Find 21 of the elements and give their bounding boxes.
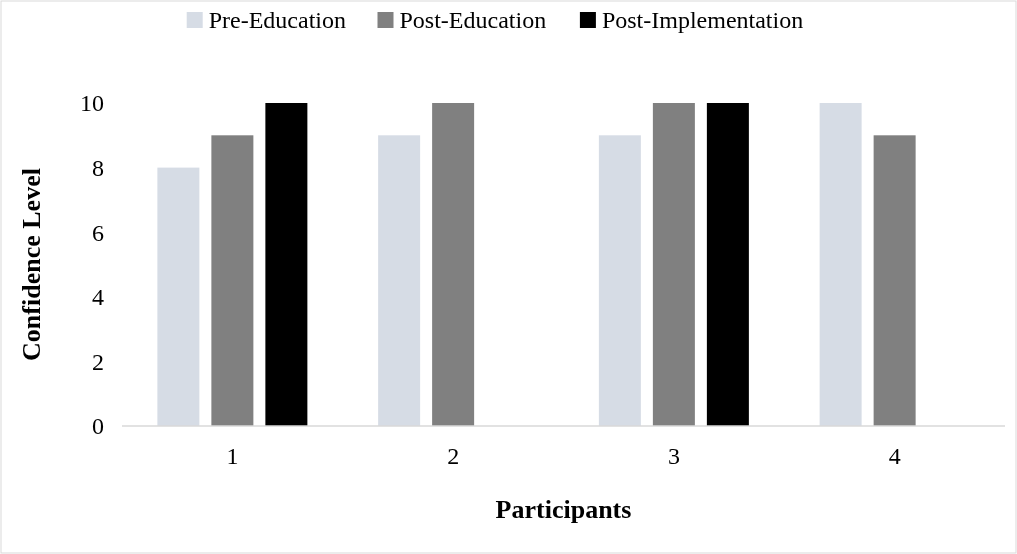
bar xyxy=(706,103,749,426)
legend-label: Pre-Education xyxy=(208,7,346,34)
y-tick-label: 2 xyxy=(92,348,104,375)
x-axis-title: Participants xyxy=(495,495,632,524)
bar xyxy=(211,135,254,426)
y-tick-label: 0 xyxy=(92,413,104,440)
y-axis-title: Confidence Level xyxy=(17,168,46,361)
y-tick-label: 10 xyxy=(80,90,104,117)
x-tick-label: 1 xyxy=(226,443,239,469)
x-tick-label: 4 xyxy=(888,443,901,469)
legend-label: Post-Implementation xyxy=(601,7,804,34)
bar xyxy=(873,135,916,426)
legend-label: Post-Education xyxy=(399,7,547,34)
bar xyxy=(265,103,308,426)
y-tick-label: 4 xyxy=(92,284,104,311)
x-tick-label: 3 xyxy=(667,443,680,469)
y-tick-label: 8 xyxy=(92,155,104,181)
x-tick-label: 2 xyxy=(447,443,460,469)
bar xyxy=(652,103,695,426)
y-tick-label: 6 xyxy=(92,219,104,246)
bar xyxy=(432,103,475,426)
